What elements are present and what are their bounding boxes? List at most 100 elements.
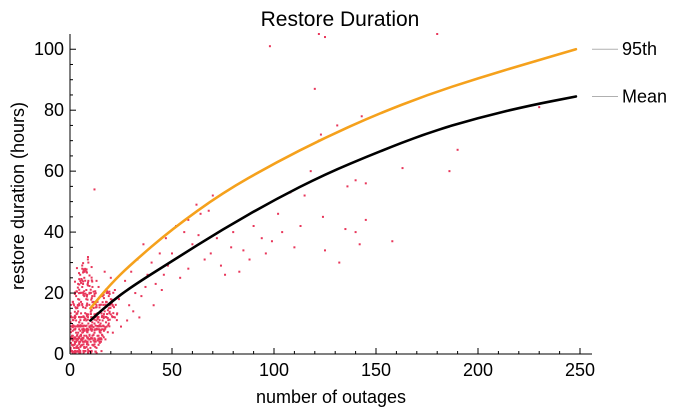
data-point — [116, 312, 119, 315]
data-point — [117, 298, 120, 301]
data-point — [74, 352, 77, 355]
data-point — [97, 321, 100, 324]
data-point — [97, 337, 100, 340]
data-point — [106, 331, 109, 334]
data-point — [99, 340, 102, 343]
data-point — [171, 252, 173, 255]
data-point — [69, 303, 72, 306]
data-point — [101, 328, 104, 331]
data-point — [85, 324, 88, 327]
data-point — [73, 291, 76, 294]
data-point — [85, 329, 88, 332]
data-point — [75, 295, 78, 298]
data-point — [76, 286, 79, 289]
data-point — [103, 328, 106, 331]
data-point — [104, 321, 107, 324]
data-point — [86, 316, 89, 319]
x-ticks: 0 50 100 150 200 250 — [65, 348, 595, 380]
data-point — [102, 328, 105, 331]
data-point — [86, 258, 89, 261]
data-point — [113, 316, 116, 319]
data-point — [364, 182, 367, 185]
data-point — [232, 231, 235, 234]
data-point — [324, 249, 326, 252]
data-point — [358, 243, 361, 246]
data-point — [76, 307, 79, 310]
data-point — [73, 316, 76, 319]
data-point — [102, 329, 105, 332]
data-point — [89, 346, 92, 349]
data-point — [107, 307, 110, 310]
data-point — [78, 350, 81, 353]
chart-title: Restore Duration — [261, 8, 420, 31]
data-point — [102, 297, 105, 300]
data-point — [108, 292, 111, 295]
data-point — [79, 319, 82, 322]
data-point — [108, 325, 111, 328]
data-point — [78, 278, 81, 281]
data-point — [89, 350, 92, 353]
data-point — [92, 339, 95, 342]
data-point — [91, 321, 94, 324]
data-point — [82, 325, 85, 328]
data-point — [78, 352, 81, 355]
data-point — [77, 346, 80, 349]
data-point — [91, 334, 94, 337]
data-point — [104, 315, 107, 318]
data-point — [209, 252, 212, 255]
data-point — [100, 333, 103, 336]
data-point — [97, 285, 100, 288]
data-point — [98, 303, 101, 306]
data-point — [92, 307, 95, 310]
data-point — [78, 288, 81, 291]
data-point — [69, 336, 72, 339]
data-point — [91, 301, 94, 304]
data-point — [78, 328, 81, 331]
data-point — [360, 115, 363, 118]
x-tick-label: 100 — [259, 360, 289, 380]
data-point — [78, 321, 81, 324]
data-point — [115, 319, 118, 322]
data-point — [146, 273, 149, 276]
data-point — [76, 333, 79, 336]
data-point — [90, 297, 93, 300]
data-point — [73, 292, 76, 295]
data-point — [98, 306, 101, 309]
data-point — [79, 291, 82, 294]
data-point — [99, 337, 102, 340]
data-point — [77, 298, 80, 301]
x-axis-title: number of outages — [256, 387, 406, 407]
data-point — [84, 307, 87, 310]
data-point — [95, 306, 98, 309]
data-point — [104, 303, 107, 306]
data-point — [99, 322, 102, 325]
data-point — [98, 324, 101, 327]
data-point — [81, 279, 84, 282]
data-point — [92, 333, 95, 336]
data-point — [102, 336, 105, 339]
data-point — [88, 326, 91, 329]
data-point — [80, 281, 83, 284]
data-point — [98, 329, 101, 332]
data-point — [107, 322, 110, 325]
data-point — [82, 262, 85, 265]
data-point — [293, 246, 296, 249]
data-point — [84, 317, 87, 320]
data-point — [95, 304, 98, 307]
data-point — [91, 295, 94, 298]
series-line-percentile-95 — [89, 47, 578, 310]
data-point — [96, 317, 99, 320]
data-point — [195, 203, 198, 206]
data-point — [86, 348, 89, 351]
data-point — [85, 345, 88, 348]
data-point — [134, 292, 137, 295]
data-point — [96, 334, 99, 337]
data-point — [113, 289, 116, 291]
data-point — [82, 271, 85, 274]
data-point — [105, 325, 108, 328]
data-point — [91, 337, 94, 340]
data-point — [98, 328, 101, 331]
data-point — [164, 237, 167, 240]
data-point — [100, 316, 103, 319]
